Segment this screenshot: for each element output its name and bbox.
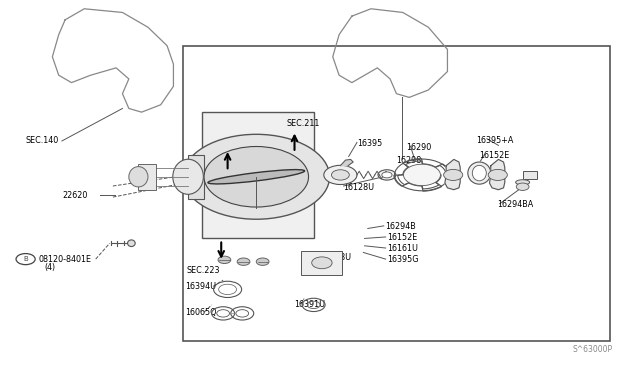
Text: 08120-8401E: 08120-8401E xyxy=(38,255,92,264)
Text: 16395G: 16395G xyxy=(388,255,419,264)
Ellipse shape xyxy=(378,170,396,180)
Text: 22620: 22620 xyxy=(62,191,87,200)
Ellipse shape xyxy=(129,167,148,187)
Circle shape xyxy=(516,183,529,190)
Ellipse shape xyxy=(208,170,305,184)
Text: SEC.223: SEC.223 xyxy=(186,266,220,275)
Text: B: B xyxy=(23,256,28,262)
Bar xyxy=(523,171,537,179)
Bar xyxy=(183,46,610,341)
Text: 16065Q: 16065Q xyxy=(185,308,216,317)
Bar xyxy=(188,155,204,199)
Text: 16395: 16395 xyxy=(357,139,382,148)
Ellipse shape xyxy=(173,159,204,194)
Polygon shape xyxy=(490,160,505,190)
Ellipse shape xyxy=(403,164,440,186)
Circle shape xyxy=(312,257,332,269)
Ellipse shape xyxy=(324,165,357,185)
Text: SEC.140: SEC.140 xyxy=(26,137,59,145)
Ellipse shape xyxy=(516,180,530,185)
Circle shape xyxy=(204,147,308,207)
Text: S^63000P: S^63000P xyxy=(573,345,613,354)
Text: (4): (4) xyxy=(45,263,56,272)
Text: 16298: 16298 xyxy=(396,155,422,165)
Text: 16128U: 16128U xyxy=(344,183,374,192)
Polygon shape xyxy=(445,160,460,190)
Ellipse shape xyxy=(127,240,135,247)
Text: 16290: 16290 xyxy=(406,143,431,152)
Text: SEC.211: SEC.211 xyxy=(179,169,212,177)
Text: 16378U: 16378U xyxy=(320,253,351,263)
Text: SEC.211: SEC.211 xyxy=(287,119,320,128)
Text: 16152E: 16152E xyxy=(479,151,509,160)
Ellipse shape xyxy=(468,162,491,184)
Bar xyxy=(202,112,314,238)
Text: 16391U: 16391U xyxy=(294,300,326,310)
Text: 16395+A: 16395+A xyxy=(476,137,513,145)
Text: 16294B: 16294B xyxy=(385,222,416,231)
Circle shape xyxy=(183,134,330,219)
Text: 16161U: 16161U xyxy=(388,244,419,253)
Bar xyxy=(138,164,156,190)
Polygon shape xyxy=(340,160,353,166)
Ellipse shape xyxy=(382,172,392,178)
Circle shape xyxy=(444,169,463,180)
Text: 16394U: 16394U xyxy=(185,282,216,291)
Text: 16152E: 16152E xyxy=(388,233,418,242)
Circle shape xyxy=(237,258,250,265)
Circle shape xyxy=(256,258,269,265)
Ellipse shape xyxy=(472,165,486,181)
Circle shape xyxy=(218,256,231,263)
Bar xyxy=(301,251,342,275)
Text: 16294BA: 16294BA xyxy=(497,200,533,209)
Circle shape xyxy=(488,169,508,180)
Ellipse shape xyxy=(332,170,349,180)
